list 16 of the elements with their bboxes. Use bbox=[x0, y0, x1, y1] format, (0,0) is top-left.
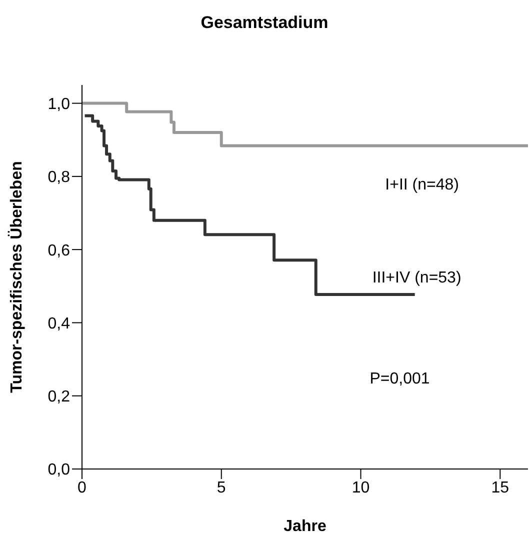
x-axis-title: Jahre bbox=[284, 518, 326, 535]
y-axis-title: Tumor-spezifisches Überleben bbox=[8, 161, 26, 393]
x-tick-label: 15 bbox=[491, 479, 510, 496]
y-tick-label: 1,0 bbox=[48, 96, 70, 113]
x-tick-label: 10 bbox=[352, 479, 370, 496]
y-tick-label: 0,4 bbox=[48, 315, 70, 332]
annotation: P=0,001 bbox=[370, 370, 430, 388]
x-tick-label: 0 bbox=[78, 479, 87, 496]
chart-title: Gesamtstadium bbox=[200, 13, 328, 32]
series-label: III+IV (n=53) bbox=[372, 270, 462, 287]
y-tick-label: 0,2 bbox=[48, 388, 70, 406]
series-label: I+II (n=48) bbox=[385, 176, 459, 194]
y-tick-label: 0,0 bbox=[48, 462, 70, 479]
y-tick-label: 0,8 bbox=[48, 169, 70, 186]
y-tick-label: 0,6 bbox=[48, 242, 70, 260]
x-tick-label: 5 bbox=[216, 479, 226, 496]
